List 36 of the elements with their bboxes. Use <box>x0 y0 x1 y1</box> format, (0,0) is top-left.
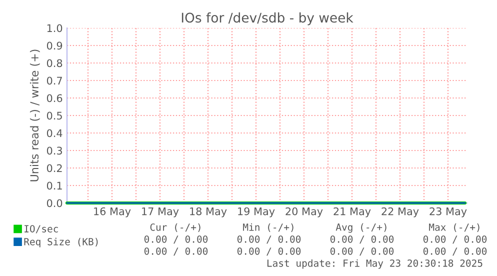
x-tick-label: 16 May <box>94 207 131 218</box>
x-tick-label: 20 May <box>286 207 323 218</box>
x-tick-label: 17 May <box>142 207 179 218</box>
text: 0.00 / 0.00 <box>330 235 394 244</box>
y-tick-label: 0.0 <box>46 199 62 208</box>
x-tick-label: 22 May <box>382 207 419 218</box>
text: 0.00 / 0.00 <box>330 247 394 256</box>
text: 0.00 / 0.00 <box>144 247 208 256</box>
text: Avg (-/+) <box>336 223 386 233</box>
x-tick-label: 19 May <box>238 207 275 218</box>
y-tick-label: 0.2 <box>46 164 62 172</box>
text: Last update: Fri May 23 20:30:18 2025 <box>267 259 482 269</box>
text: 0.00 / 0.00 <box>237 235 301 244</box>
text: Max (-/+) <box>429 223 480 232</box>
y-tick-label: 0.6 <box>46 94 62 102</box>
text: 0.00 / 0.00 <box>423 247 487 256</box>
text: 0.00 / 0.00 <box>144 235 208 244</box>
y-tick-label: 0.5 <box>46 112 62 120</box>
y-axis-title: Units read (-) / write (+) <box>30 50 40 182</box>
y-tick-label: 0.9 <box>46 42 62 50</box>
y-tick-label: 0.1 <box>46 182 62 190</box>
text: 0.00 / 0.00 <box>237 247 301 256</box>
legend-label: Req Size (KB) <box>24 238 98 248</box>
legend-label: IO/sec <box>24 225 58 234</box>
x-tick-label: 23 May <box>430 207 467 218</box>
y-tick-label: 1.0 <box>47 24 62 32</box>
text: 0.00 / 0.00 <box>423 235 487 244</box>
y-tick-label: 0.3 <box>46 146 62 155</box>
chart-title: IOs for /dev/sdb - by week <box>182 12 354 26</box>
text: Min (-/+) <box>243 223 294 232</box>
y-tick-label: 0.4 <box>46 129 62 138</box>
text: Cur (-/+) <box>150 223 200 232</box>
y-tick-label: 0.8 <box>46 59 62 68</box>
x-tick-label: 18 May <box>190 207 227 218</box>
y-tick-label: 0.7 <box>46 76 62 85</box>
x-tick-label: 21 May <box>334 207 371 218</box>
